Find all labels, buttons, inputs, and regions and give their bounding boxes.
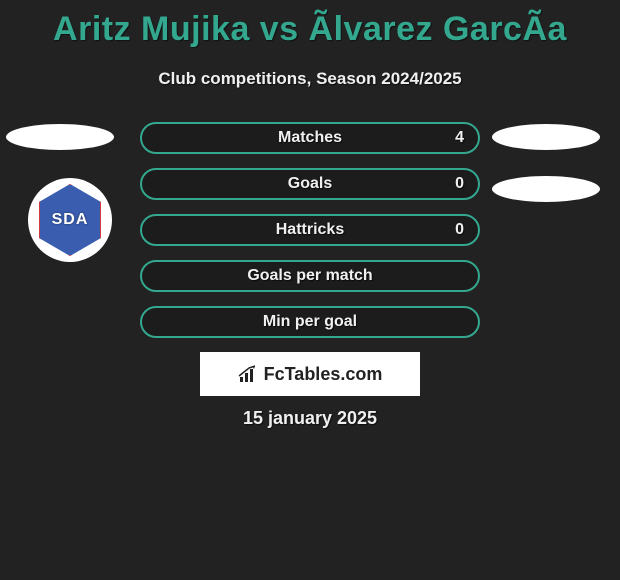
club-badge: SDA <box>28 178 112 262</box>
stat-value: 4 <box>455 129 464 147</box>
stat-label: Matches <box>278 129 342 147</box>
stat-row-goals: Goals 0 <box>140 168 480 200</box>
bar-chart-icon <box>238 365 260 383</box>
stat-label: Min per goal <box>263 313 357 331</box>
club-badge-text: SDA <box>52 211 89 229</box>
stats-panel: Matches 4 Goals 0 Hattricks 0 Goals per … <box>140 122 480 352</box>
player-pill-right-1 <box>492 124 600 150</box>
stat-row-matches: Matches 4 <box>140 122 480 154</box>
brand-box: FcTables.com <box>200 352 420 396</box>
stat-row-goals-per-match: Goals per match <box>140 260 480 292</box>
player-pill-left <box>6 124 114 150</box>
date-label: 15 january 2025 <box>0 408 620 429</box>
stat-row-hattricks: Hattricks 0 <box>140 214 480 246</box>
brand-text: FcTables.com <box>264 364 383 385</box>
stat-row-min-per-goal: Min per goal <box>140 306 480 338</box>
stat-label: Goals per match <box>247 267 372 285</box>
club-badge-shield: SDA <box>39 184 101 256</box>
player-pill-right-2 <box>492 176 600 202</box>
stat-label: Hattricks <box>276 221 344 239</box>
subtitle: Club competitions, Season 2024/2025 <box>0 69 620 89</box>
page-title: Aritz Mujika vs Ãlvarez GarcÃ­a <box>0 0 620 49</box>
stat-value: 0 <box>455 175 464 193</box>
stat-value: 0 <box>455 221 464 239</box>
stat-label: Goals <box>288 175 332 193</box>
